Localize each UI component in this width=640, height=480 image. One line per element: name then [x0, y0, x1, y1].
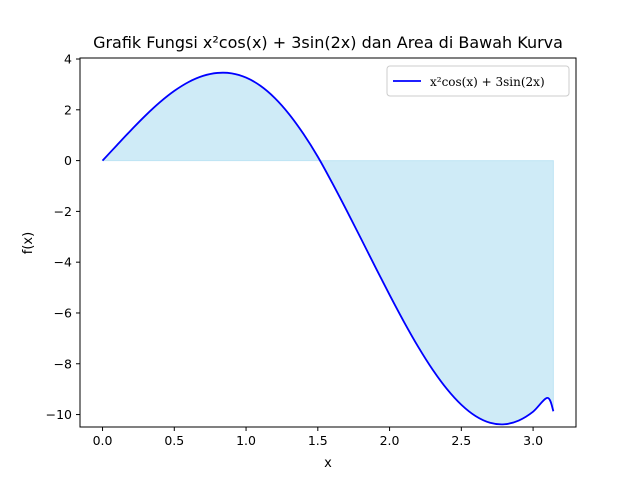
- legend-box: [386, 65, 570, 97]
- y-tick-label: −8: [54, 356, 72, 371]
- legend-label: x²cos(x) + 3sin(2x): [430, 75, 545, 89]
- y-axis-ticks: −10 −8 −6 −4 −2 0 2 4: [46, 52, 80, 422]
- chart-title: Grafik Fungsi x²cos(x) + 3sin(2x) dan Ar…: [93, 33, 563, 52]
- area-under-curve: [101, 72, 554, 425]
- x-tick-label: 1.0: [236, 433, 256, 448]
- x-tick-label: 2.5: [451, 433, 471, 448]
- x-tick-label: 1.5: [308, 433, 328, 448]
- axes: [79, 57, 577, 428]
- series-line: [101, 71, 555, 426]
- x-tick-label: 0.5: [164, 433, 184, 448]
- y-tick-label: −4: [54, 255, 72, 270]
- y-tick-label: 2: [64, 102, 72, 117]
- area-fill-layer: [101, 72, 554, 425]
- x-tick-label: 3.0: [523, 433, 543, 448]
- y-tick-label: −10: [46, 407, 72, 422]
- x-axis-label: x: [324, 456, 332, 471]
- series-line-layer: [101, 71, 555, 426]
- x-tick-label: 0.0: [93, 433, 113, 448]
- y-tick-label: −6: [54, 305, 72, 320]
- y-tick-label: 4: [64, 52, 72, 67]
- y-tick-label: 0: [64, 153, 72, 168]
- plot-frame: [79, 57, 577, 428]
- y-axis-label: f(x): [21, 232, 36, 254]
- x-axis-ticks: 0.0 0.5 1.0 1.5 2.0 2.5 3.0: [93, 427, 543, 448]
- legend: x²cos(x) + 3sin(2x): [386, 65, 570, 97]
- y-tick-label: −2: [54, 204, 72, 219]
- x-tick-label: 2.0: [380, 433, 400, 448]
